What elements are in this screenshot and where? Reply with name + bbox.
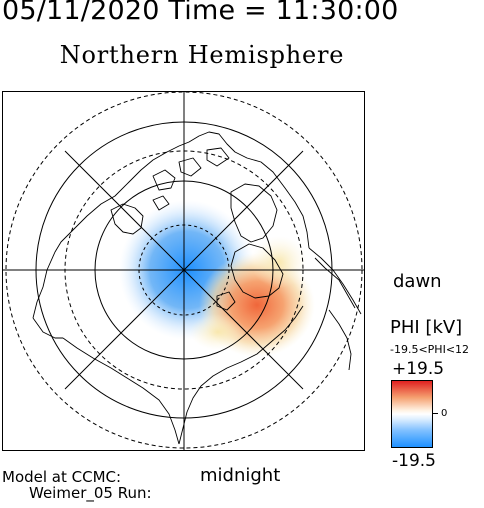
colorbar xyxy=(391,380,433,448)
coastline-north-america xyxy=(32,131,310,319)
coastline-alaska xyxy=(32,317,63,339)
footer-run-label: Weimer_05 Run: xyxy=(29,484,152,502)
legend-min-label: -19.5 xyxy=(392,451,436,471)
coastline-hudson-bay xyxy=(110,203,144,235)
coastline-eurasia xyxy=(178,247,362,445)
footer-model-label: Model at CCMC: xyxy=(2,468,122,486)
legend-max-label: +19.5 xyxy=(392,359,445,379)
coastline-east-coast xyxy=(314,257,356,371)
dawn-label: dawn xyxy=(393,271,442,292)
polar-map xyxy=(2,91,365,451)
meridian-line xyxy=(64,150,304,390)
positive-potential-fringe xyxy=(190,314,246,350)
meridian-lines xyxy=(3,92,364,450)
legend-title: PHI [kV] xyxy=(390,317,463,338)
coastline-siberia xyxy=(62,337,180,445)
midnight-label: midnight xyxy=(200,465,281,486)
coastline-arctic-islands xyxy=(152,147,230,211)
coastline-svalbard xyxy=(216,291,236,311)
positive-potential-fringe xyxy=(251,236,307,288)
coastline-scandinavia xyxy=(230,243,284,299)
legend-range: -19.5<PHI<12 xyxy=(390,343,470,356)
polar-map-svg xyxy=(3,92,364,450)
colorbar-zero-tick xyxy=(433,413,438,414)
legend-zero-label: 0 xyxy=(441,408,448,419)
coastline-greenland xyxy=(230,183,278,243)
potential-field xyxy=(119,200,315,357)
coastlines xyxy=(32,131,362,445)
header-title: 05/11/2020 Time = 11:30:00 xyxy=(2,0,399,26)
map-title: Northern Hemisphere xyxy=(59,41,345,69)
